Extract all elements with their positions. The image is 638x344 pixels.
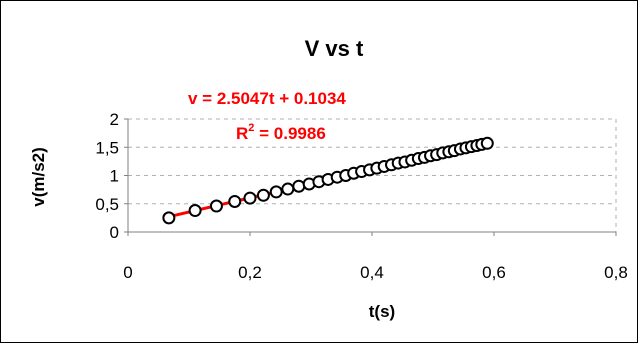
data-point-0	[163, 212, 174, 223]
r-squared-label: R2 = 0.9986	[236, 122, 326, 143]
x-tick-label-1: 0,2	[238, 263, 262, 282]
y-tick-label-2: 1	[110, 167, 119, 186]
data-point-5	[258, 190, 269, 201]
data-point-6	[271, 186, 282, 197]
y-axis-label: v(m/s2)	[29, 147, 48, 207]
data-point-3	[229, 196, 240, 207]
data-point-1	[190, 205, 201, 216]
r-squared-value: = 0.9986	[254, 124, 325, 143]
x-tick-label-2: 0,4	[360, 263, 384, 282]
y-tick-label-4: 2	[110, 110, 119, 129]
y-tick-label-0: 0	[110, 223, 119, 242]
chart-title: V vs t	[305, 36, 364, 61]
tick-labels: 0 0,5 1 1,5 2 0 0,2 0,4 0,6 0,8	[95, 110, 627, 282]
data-points	[163, 138, 492, 224]
y-tick-label-1: 0,5	[95, 195, 119, 214]
data-point-35	[482, 138, 493, 149]
axes	[124, 119, 616, 236]
r-squared-prefix: R	[236, 124, 248, 143]
data-point-7	[282, 184, 293, 195]
data-point-2	[211, 201, 222, 212]
data-point-4	[245, 193, 256, 204]
y-tick-label-3: 1,5	[95, 138, 119, 157]
x-axis-label: t(s)	[369, 302, 395, 321]
x-tick-label-4: 0,8	[604, 263, 628, 282]
trendline-equation: v = 2.5047t + 0.1034	[188, 89, 346, 108]
x-tick-label-0: 0	[123, 263, 132, 282]
x-tick-label-3: 0,6	[482, 263, 506, 282]
data-point-8	[293, 181, 304, 192]
